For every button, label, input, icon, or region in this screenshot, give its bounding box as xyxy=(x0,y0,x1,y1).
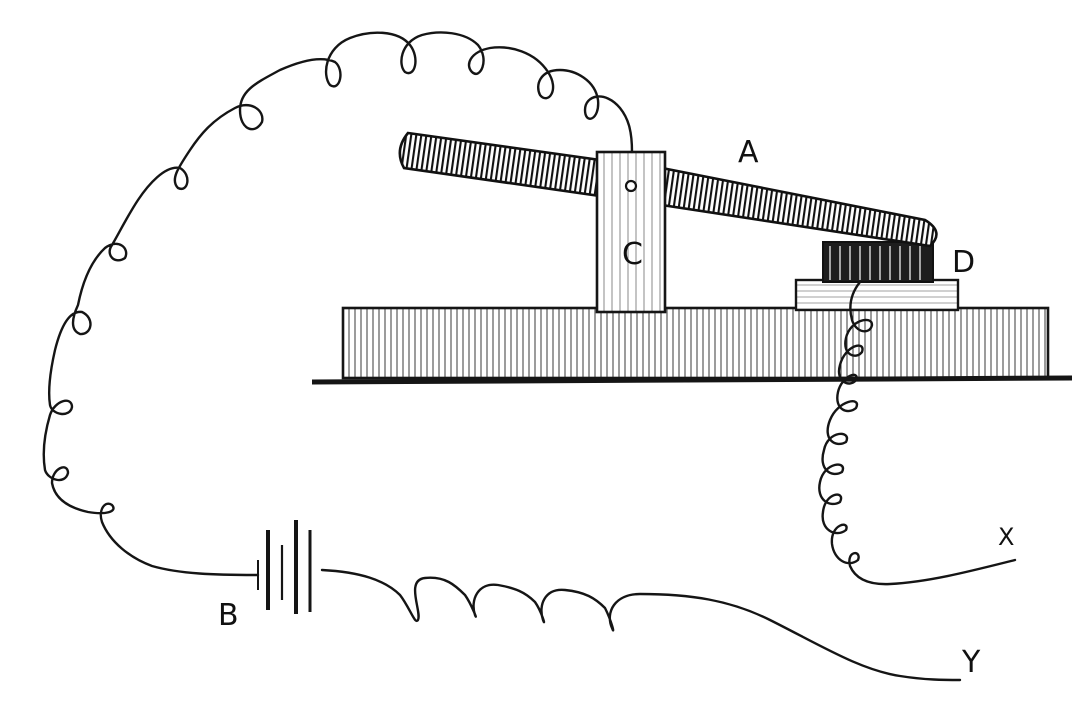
lever-a-right xyxy=(660,166,938,248)
pivot-pin xyxy=(624,179,638,193)
wire-contact-to-x xyxy=(818,280,1017,586)
battery-b xyxy=(257,520,312,614)
label-a: A xyxy=(738,135,759,170)
contact-block-d xyxy=(822,241,934,283)
label-d: D xyxy=(952,245,975,280)
label-b: B xyxy=(218,598,239,633)
base-board xyxy=(341,306,1050,380)
lever-a-left xyxy=(398,131,602,198)
table-line xyxy=(311,375,1073,385)
wire-battery-to-y xyxy=(320,568,962,682)
pivot-post-c xyxy=(595,150,667,314)
wire-post-to-battery xyxy=(42,31,634,577)
label-c: C xyxy=(622,237,643,272)
contact-plate xyxy=(794,278,960,312)
contact-block-hatching xyxy=(829,246,921,280)
label-y: Y xyxy=(961,645,981,680)
label-x: X xyxy=(998,523,1014,551)
